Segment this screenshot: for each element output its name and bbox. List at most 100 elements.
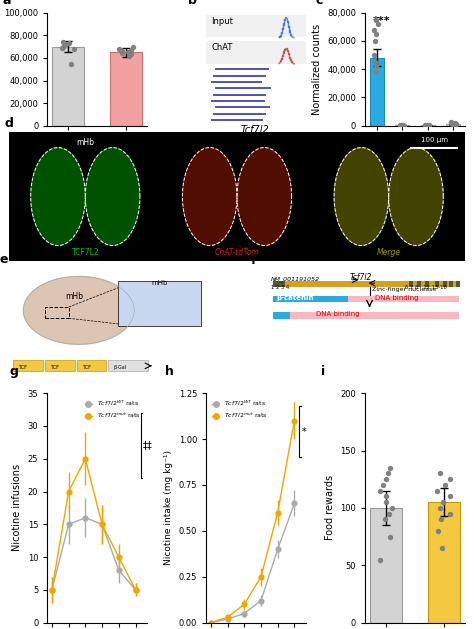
Text: ‡‡: ‡‡ xyxy=(143,440,153,450)
Point xyxy=(442,480,449,490)
Text: d: d xyxy=(5,117,14,130)
Point xyxy=(382,474,390,484)
Point xyxy=(399,120,406,130)
Bar xyxy=(273,296,348,303)
Point xyxy=(439,497,447,507)
Bar xyxy=(110,52,142,126)
Bar xyxy=(443,282,447,287)
Point xyxy=(118,46,126,56)
Point xyxy=(63,39,70,49)
Bar xyxy=(313,132,465,261)
Text: TCF: TCF xyxy=(82,365,91,370)
Bar xyxy=(206,41,306,64)
Point xyxy=(125,50,133,60)
Text: DNA binding: DNA binding xyxy=(316,311,360,318)
Point xyxy=(450,120,458,130)
Point xyxy=(400,120,407,130)
Bar xyxy=(425,282,429,287)
Text: 1 2 3 4: 1 2 3 4 xyxy=(271,285,289,290)
Point xyxy=(421,121,429,131)
Point xyxy=(451,118,459,128)
Point xyxy=(424,121,432,131)
Point xyxy=(452,120,459,130)
Y-axis label: Nicotine infusions: Nicotine infusions xyxy=(12,464,22,552)
Polygon shape xyxy=(31,148,85,245)
Point xyxy=(71,44,78,54)
Bar xyxy=(273,282,458,287)
Point xyxy=(447,474,454,484)
Point xyxy=(447,117,455,127)
Point xyxy=(129,42,137,52)
Polygon shape xyxy=(237,148,292,245)
Point xyxy=(376,555,383,565)
Point xyxy=(118,48,126,58)
Y-axis label: Nicotine intake (mg kg⁻¹): Nicotine intake (mg kg⁻¹) xyxy=(164,450,173,565)
Text: 100 μm: 100 μm xyxy=(421,137,447,143)
Text: TCF: TCF xyxy=(50,365,59,370)
Point xyxy=(372,62,380,72)
Text: DNA binding: DNA binding xyxy=(375,295,419,301)
Text: f: f xyxy=(251,254,256,267)
Point xyxy=(385,509,392,519)
Point xyxy=(401,121,408,131)
Polygon shape xyxy=(334,148,389,245)
Point xyxy=(437,469,444,479)
Bar xyxy=(449,282,453,287)
Bar xyxy=(280,282,285,287)
Bar xyxy=(291,312,458,319)
Bar xyxy=(13,360,43,372)
Point xyxy=(124,47,131,57)
Legend: $Tcf7l2^{WT}$ rats, $Tcf7l2^{mut}$ rats: $Tcf7l2^{WT}$ rats, $Tcf7l2^{mut}$ rats xyxy=(82,396,144,423)
Y-axis label: Food rewards: Food rewards xyxy=(325,476,335,540)
Bar xyxy=(417,282,421,287)
Point xyxy=(397,120,404,130)
Bar xyxy=(348,296,458,303)
Bar xyxy=(435,282,439,287)
Polygon shape xyxy=(85,148,140,245)
Text: Tcf7l2: Tcf7l2 xyxy=(350,274,372,282)
Bar xyxy=(206,15,306,38)
Point xyxy=(384,469,392,479)
Polygon shape xyxy=(389,148,443,245)
Point xyxy=(389,503,396,513)
Text: TCF7L2: TCF7L2 xyxy=(72,248,99,257)
Text: ChAT: ChAT xyxy=(211,43,233,52)
Bar xyxy=(409,282,413,287)
Bar xyxy=(273,282,280,287)
Point xyxy=(421,120,428,130)
Point xyxy=(434,526,442,536)
Text: h: h xyxy=(164,365,173,378)
Text: Tcf7l2: Tcf7l2 xyxy=(241,125,270,135)
Text: c: c xyxy=(316,0,323,6)
Point xyxy=(446,509,454,519)
Point xyxy=(372,67,380,77)
Point xyxy=(437,515,445,525)
Point xyxy=(386,532,393,542)
Bar xyxy=(446,124,460,126)
Text: TCF: TCF xyxy=(18,365,27,370)
Point xyxy=(434,486,441,496)
Point xyxy=(371,36,378,46)
Bar xyxy=(395,125,409,126)
Legend: $Tcf7l2^{WT}$ rats, $Tcf7l2^{mut}$ rats: $Tcf7l2^{WT}$ rats, $Tcf7l2^{mut}$ rats xyxy=(210,396,271,423)
Text: Zinc-finger nuclease: Zinc-finger nuclease xyxy=(372,287,436,291)
Point xyxy=(116,44,123,54)
Point xyxy=(382,491,390,501)
Text: ChAT-tdTom: ChAT-tdTom xyxy=(215,248,259,257)
Point xyxy=(436,503,444,513)
Y-axis label: Normalized counts: Normalized counts xyxy=(311,24,322,114)
Point xyxy=(448,120,456,130)
Point xyxy=(381,515,389,525)
Point xyxy=(383,497,390,507)
Bar xyxy=(370,58,384,126)
Point xyxy=(386,463,394,473)
Text: NM_001191052: NM_001191052 xyxy=(271,276,320,282)
Text: *: * xyxy=(302,426,307,437)
Polygon shape xyxy=(182,148,237,245)
Text: Input: Input xyxy=(211,17,233,26)
Bar xyxy=(456,282,460,287)
Text: mHb: mHb xyxy=(65,292,83,301)
Point xyxy=(59,37,67,47)
Point xyxy=(398,120,405,130)
Bar xyxy=(428,502,460,623)
